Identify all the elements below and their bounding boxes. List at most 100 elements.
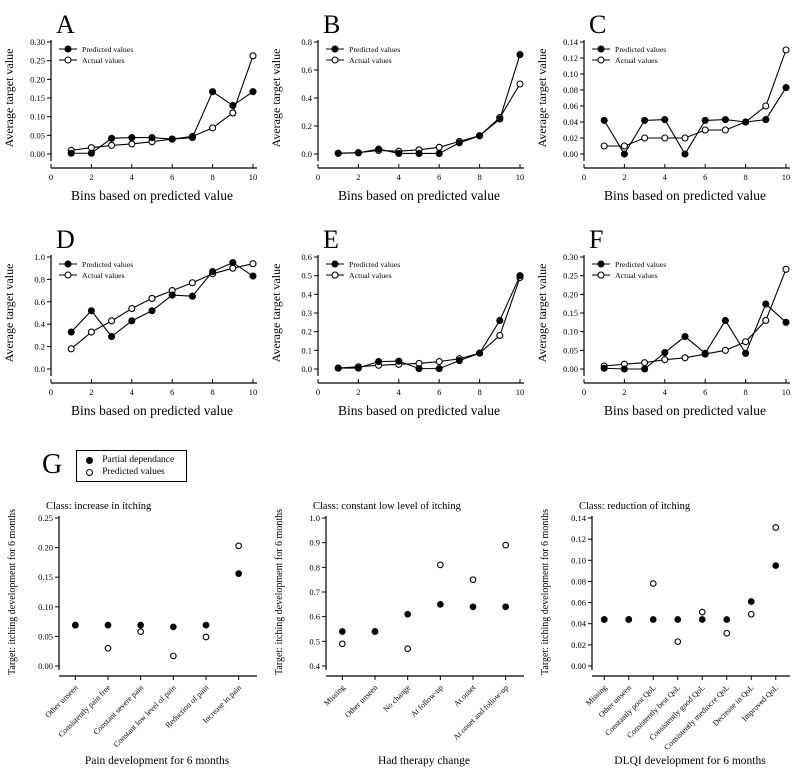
svg-text:DLQI development for 6 months: DLQI development for 6 months: [614, 755, 766, 767]
svg-text:4: 4: [663, 387, 668, 397]
panel-d-svg: D 0.0 0.2 0.4 0.6 0.8 1.0 0 2 4 6 8 10 Bins based on …: [2, 225, 257, 418]
svg-text:Average target value: Average target value: [535, 49, 549, 148]
open-circle-icon: [86, 468, 94, 476]
svg-text:Constant low level of pain: Constant low level of pain: [112, 683, 178, 749]
svg-text:Target: itching development fo: Target: itching development for 6 months: [540, 509, 551, 675]
svg-text:Average target value: Average target value: [269, 264, 283, 363]
svg-text:A: A: [56, 10, 75, 39]
svg-text:Other unseen: Other unseen: [343, 683, 379, 719]
svg-text:Predicted values: Predicted values: [349, 260, 400, 269]
svg-text:0.9: 0.9: [309, 538, 320, 548]
svg-text:Pain development for 6 months: Pain development for 6 months: [85, 755, 230, 767]
svg-text:0.20: 0.20: [38, 543, 53, 553]
panel-g-chart-dlqi: Class: reduction of itching 0.00 0.02 0.04 0…: [534, 496, 800, 774]
svg-text:0.25: 0.25: [30, 56, 45, 66]
svg-text:8: 8: [210, 172, 214, 182]
svg-text:8: 8: [743, 387, 747, 397]
svg-text:0.8: 0.8: [309, 562, 320, 572]
svg-text:0.0: 0.0: [301, 364, 312, 374]
svg-text:6: 6: [703, 172, 707, 182]
svg-text:E: E: [323, 225, 339, 254]
panel-g-chart-pain: Class: increase in itching 0.00 0.05 0.10 0.…: [1, 496, 267, 774]
svg-text:4: 4: [397, 172, 402, 182]
svg-text:6: 6: [170, 172, 174, 182]
svg-text:0.02: 0.02: [563, 133, 578, 143]
svg-text:0.02: 0.02: [571, 640, 586, 650]
svg-text:Bins based on predicted value: Bins based on predicted value: [71, 188, 233, 203]
svg-text:0: 0: [582, 172, 586, 182]
panel-b-chart: B 0.0 0.2 0.4 0.6 0.8 0 2 4 6 8 10 Bins based on pre…: [268, 2, 534, 214]
svg-text:0: 0: [582, 387, 586, 397]
svg-text:0.05: 0.05: [563, 345, 578, 355]
svg-text:Actual values: Actual values: [615, 56, 658, 65]
svg-text:4: 4: [397, 387, 402, 397]
svg-text:Average target value: Average target value: [535, 264, 549, 363]
svg-text:Had therapy change: Had therapy change: [378, 755, 470, 767]
svg-text:0.4: 0.4: [301, 289, 312, 299]
svg-text:0.05: 0.05: [30, 130, 45, 140]
panel-f-chart: F 0.00 0.05 0.10 0.15 0.20 0.25 0.30 0 2 4 6 8 10 Bins…: [534, 217, 800, 429]
svg-text:0.15: 0.15: [563, 308, 578, 318]
svg-text:4: 4: [663, 172, 668, 182]
svg-text:0.00: 0.00: [563, 149, 578, 159]
svg-text:0.2: 0.2: [34, 342, 45, 352]
svg-text:D: D: [56, 225, 75, 254]
svg-text:2: 2: [89, 387, 93, 397]
panel-c-svg: C 0.00 0.02 0.04 0.06 0.08 0.10 0.12 0.14 0 2 4 6 8 10…: [535, 10, 791, 203]
svg-text:0.10: 0.10: [571, 555, 586, 565]
svg-text:2: 2: [356, 172, 360, 182]
svg-text:6: 6: [170, 387, 174, 397]
svg-text:B: B: [323, 10, 340, 39]
svg-text:0.20: 0.20: [30, 74, 45, 84]
svg-text:0.1: 0.1: [301, 345, 312, 355]
svg-text:0.10: 0.10: [38, 602, 53, 612]
svg-text:0.2: 0.2: [301, 121, 312, 131]
svg-text:Predicted values: Predicted values: [82, 45, 133, 54]
svg-text:10: 10: [782, 172, 791, 182]
svg-text:0.8: 0.8: [301, 37, 312, 47]
svg-text:6: 6: [437, 172, 441, 182]
svg-text:0.15: 0.15: [30, 93, 45, 103]
svg-text:0.15: 0.15: [38, 572, 53, 582]
svg-text:0.06: 0.06: [563, 101, 578, 111]
svg-text:Bins based on predicted value: Bins based on predicted value: [338, 403, 500, 418]
svg-text:Class: constant low level of i: Class: constant low level of itching: [313, 501, 462, 512]
svg-text:Actual values: Actual values: [82, 56, 125, 65]
svg-text:0.00: 0.00: [30, 149, 45, 159]
svg-text:Actual values: Actual values: [615, 271, 658, 280]
svg-text:0.00: 0.00: [563, 364, 578, 374]
svg-text:0.10: 0.10: [563, 69, 578, 79]
svg-text:8: 8: [477, 172, 481, 182]
svg-text:0.4: 0.4: [34, 319, 45, 329]
g-legend-label: Predicted values: [102, 467, 165, 477]
panel-b-svg: B 0.0 0.2 0.4 0.6 0.8 0 2 4 6 8 10 Bins based on pre…: [269, 10, 525, 203]
svg-text:0.25: 0.25: [38, 513, 53, 523]
svg-text:0.4: 0.4: [301, 93, 312, 103]
panel-d-chart: D 0.0 0.2 0.4 0.6 0.8 1.0 0 2 4 6 8 10 Bins based on …: [1, 217, 267, 429]
svg-text:0.6: 0.6: [301, 65, 312, 75]
svg-text:0.14: 0.14: [571, 513, 587, 523]
svg-text:Average target value: Average target value: [2, 49, 16, 148]
svg-text:8: 8: [743, 172, 747, 182]
svg-text:10: 10: [249, 172, 258, 182]
svg-text:1.0: 1.0: [309, 513, 320, 523]
svg-text:0.7: 0.7: [309, 587, 320, 597]
svg-text:4: 4: [130, 172, 135, 182]
g-legend-label: Partial dependance: [102, 455, 175, 465]
panel-a-chart: A 0.00 0.05 0.10 0.15 0.20 0.25 0.30 0 2 4 6 8 10 Bins…: [1, 2, 267, 214]
svg-text:Bins based on predicted value: Bins based on predicted value: [338, 188, 500, 203]
svg-text:0.30: 0.30: [563, 252, 578, 262]
svg-text:10: 10: [782, 387, 791, 397]
svg-text:10: 10: [516, 172, 525, 182]
panel-e-chart: E 0.0 0.1 0.2 0.3 0.4 0.5 0.6 0 2 4 6 8 10 Bins based …: [268, 217, 534, 429]
svg-text:6: 6: [703, 387, 707, 397]
panel-g1-svg: Class: increase in itching 0.00 0.05 0.10 0.…: [7, 501, 257, 767]
svg-text:Predicted values: Predicted values: [615, 45, 666, 54]
panel-c-chart: C 0.00 0.02 0.04 0.06 0.08 0.10 0.12 0.14 0 2 4 6 8 10…: [534, 2, 800, 214]
svg-text:0.05: 0.05: [38, 631, 53, 641]
svg-text:4: 4: [130, 387, 135, 397]
g-legend: Partial dependance Predicted values: [76, 450, 188, 482]
svg-text:0.0: 0.0: [34, 364, 45, 374]
svg-text:0.3: 0.3: [301, 308, 312, 318]
svg-text:Average target value: Average target value: [269, 49, 283, 148]
